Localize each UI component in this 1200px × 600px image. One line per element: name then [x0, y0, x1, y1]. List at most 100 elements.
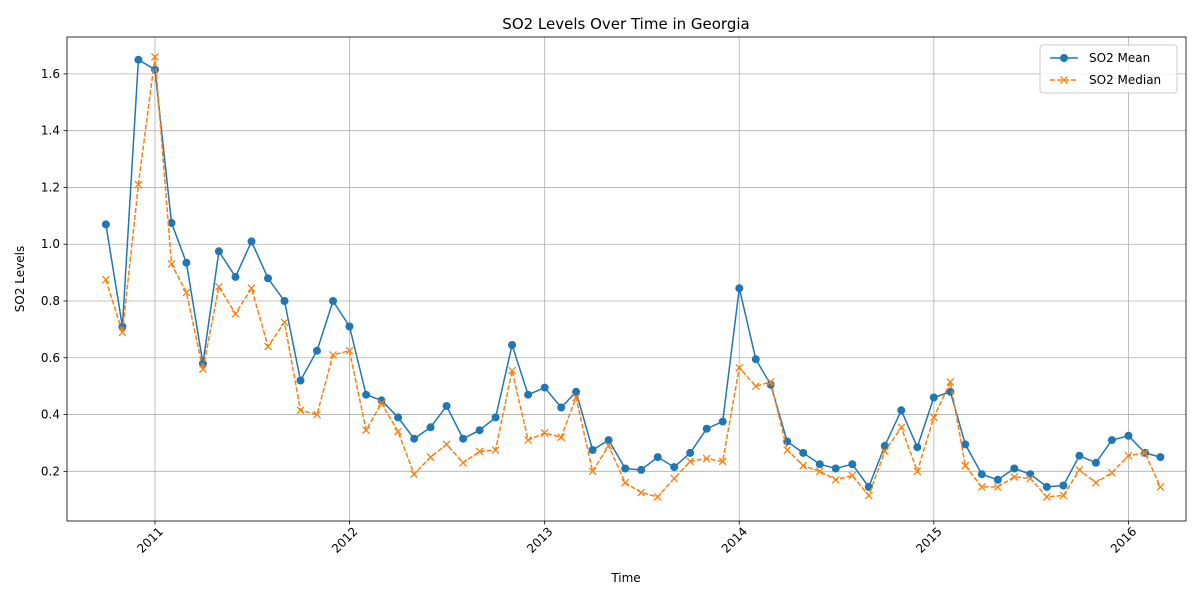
- data-point: [557, 403, 566, 412]
- data-point: [182, 288, 191, 297]
- data-point: [329, 297, 337, 305]
- data-point: [377, 399, 386, 408]
- data-point: [718, 457, 727, 466]
- series-layer: [101, 52, 1165, 501]
- data-point: [831, 464, 840, 473]
- data-point: [134, 180, 143, 189]
- data-point: [540, 429, 549, 437]
- y-tick-label: 0.6: [41, 351, 60, 365]
- data-point: [637, 488, 646, 497]
- data-point: [1059, 491, 1068, 500]
- data-point: [362, 426, 371, 435]
- data-point: [993, 482, 1002, 491]
- y-tick-label: 0.2: [41, 464, 60, 478]
- data-point: [475, 426, 484, 435]
- data-point: [214, 247, 223, 256]
- data-point: [491, 446, 500, 454]
- data-point: [118, 328, 127, 337]
- data-point: [961, 440, 970, 449]
- data-point: [670, 474, 679, 483]
- data-point: [604, 441, 613, 450]
- data-point: [1075, 465, 1084, 474]
- data-point: [686, 448, 695, 457]
- data-point: [540, 383, 549, 392]
- data-point: [151, 65, 159, 74]
- data-point: [134, 55, 143, 64]
- data-point: [280, 318, 289, 327]
- data-point: [426, 453, 435, 462]
- data-point: [588, 467, 597, 476]
- data-point: [247, 284, 256, 293]
- data-point: [198, 365, 207, 374]
- y-axis-title: SO2 Levels: [13, 246, 27, 312]
- y-tick-label: 1.4: [41, 124, 60, 138]
- data-point: [557, 433, 566, 442]
- data-point: [686, 457, 695, 466]
- data-point: [977, 482, 986, 491]
- data-point: [345, 322, 354, 331]
- data-point: [1075, 451, 1084, 460]
- data-point: [475, 447, 484, 456]
- data-point: [264, 274, 272, 283]
- data-point: [1059, 481, 1068, 490]
- data-point: [167, 218, 176, 227]
- data-point: [1124, 451, 1133, 460]
- data-point: [913, 443, 922, 452]
- data-point: [670, 463, 679, 472]
- data-point: [993, 475, 1002, 484]
- data-point: [377, 396, 386, 405]
- data-point: [426, 423, 435, 432]
- data-point: [280, 297, 289, 305]
- data-point: [929, 413, 938, 422]
- data-point: [362, 390, 371, 399]
- data-point: [783, 446, 792, 454]
- data-point: [621, 478, 630, 487]
- data-point: [637, 465, 646, 474]
- legend-marker-mean: [1060, 54, 1068, 62]
- data-point: [799, 448, 808, 457]
- legend-box: [1039, 44, 1178, 94]
- data-point: [848, 460, 857, 469]
- data-point: [1026, 470, 1035, 479]
- data-point: [313, 410, 321, 419]
- data-point: [815, 460, 824, 469]
- data-point: [1010, 473, 1019, 481]
- data-point: [459, 434, 468, 443]
- data-point: [508, 366, 517, 375]
- data-point: [1107, 436, 1116, 445]
- y-tick-label: 1.2: [41, 180, 60, 194]
- data-point: [394, 413, 403, 422]
- data-point: [101, 220, 110, 229]
- data-point: [459, 458, 468, 467]
- data-point: [653, 453, 662, 462]
- data-point: [751, 355, 760, 364]
- data-point: [182, 258, 191, 267]
- data-point: [524, 390, 533, 399]
- data-point: [247, 237, 256, 246]
- legend-label-median: SO2 Median: [1089, 73, 1161, 87]
- data-point: [410, 470, 419, 479]
- data-point: [313, 346, 321, 355]
- data-point: [231, 272, 240, 281]
- data-point: [735, 284, 744, 293]
- data-point: [151, 52, 159, 61]
- data-point: [491, 413, 500, 422]
- data-point: [1042, 492, 1051, 501]
- series-line: [105, 56, 1162, 498]
- data-point: [848, 471, 857, 480]
- x-axis-title: Time: [610, 571, 640, 585]
- data-point: [394, 427, 403, 436]
- data-point: [345, 346, 354, 355]
- data-point: [1026, 474, 1035, 483]
- data-point: [880, 441, 889, 450]
- y-tick-label: 1.6: [41, 67, 60, 81]
- data-point: [101, 275, 110, 284]
- data-point: [1124, 431, 1133, 440]
- plot-frame: [66, 36, 1187, 522]
- data-point: [572, 387, 581, 396]
- data-point: [508, 341, 517, 349]
- data-point: [1010, 464, 1019, 473]
- chart-title: SO2 Levels Over Time in Georgia: [502, 15, 749, 33]
